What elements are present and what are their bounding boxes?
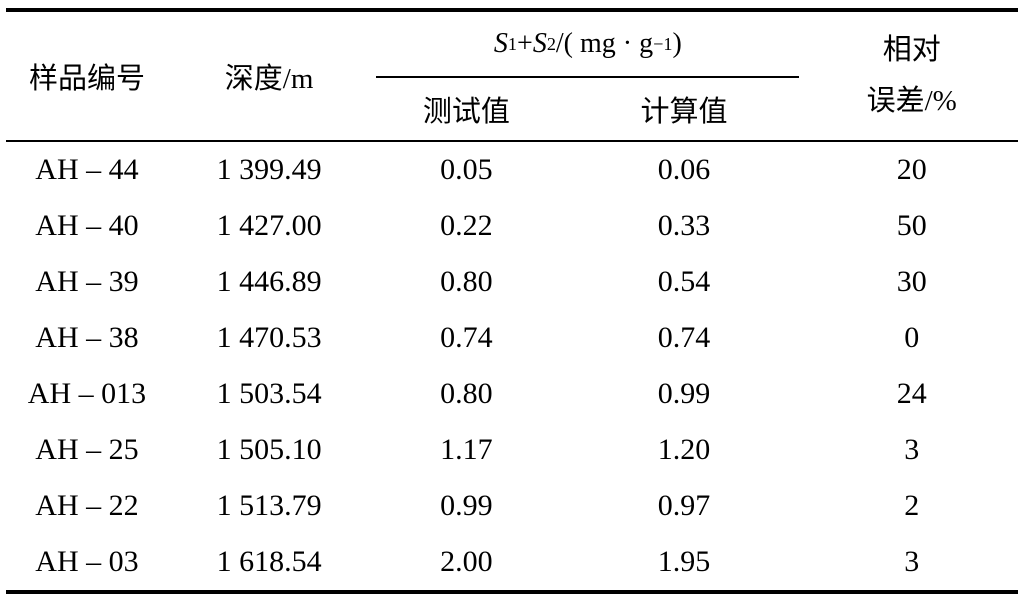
measured-cell: 0.80 — [440, 377, 493, 410]
calculated-cell: 1.95 — [657, 545, 711, 578]
header-depth: 深度/m — [224, 63, 314, 95]
calculated-cell: 0.74 — [657, 321, 711, 354]
table-row: AH – 22 1 513.79 0.99 0.97 2 — [6, 478, 1018, 534]
depth-cell: 1 399.49 — [216, 153, 322, 186]
error-cell: 2 — [904, 489, 920, 522]
measured-cell: 0.80 — [440, 265, 493, 298]
calculated-cell: 0.54 — [657, 265, 711, 298]
calculated-cell: 0.06 — [657, 153, 711, 186]
error-cell: 24 — [896, 377, 927, 410]
s2-symbol: S — [532, 28, 547, 59]
depth-cell: 1 618.54 — [216, 545, 322, 578]
depth-cell: 1 446.89 — [216, 265, 322, 298]
s1-subscript: 1 — [507, 33, 518, 54]
depth-cell: 1 427.00 — [216, 209, 322, 242]
table-row: AH – 013 1 503.54 0.80 0.99 24 — [6, 366, 1018, 422]
calculated-cell: 0.33 — [657, 209, 711, 242]
header-relative-error: 相对 误差/% — [805, 25, 1018, 127]
unit-exponent: −1 — [653, 33, 673, 54]
unit-close: ) — [672, 28, 682, 59]
table-row: AH – 40 1 427.00 0.22 0.33 50 — [6, 198, 1018, 254]
calculated-cell: 1.20 — [657, 433, 711, 466]
sample-cell: AH – 22 — [35, 489, 139, 522]
error-cell: 20 — [896, 153, 927, 186]
table-row: AH – 25 1 505.10 1.17 1.20 3 — [6, 422, 1018, 478]
depth-cell: 1 470.53 — [216, 321, 322, 354]
measured-cell: 0.05 — [440, 153, 493, 186]
table-row: AH – 39 1 446.89 0.80 0.54 30 — [6, 254, 1018, 310]
s1-symbol: S — [493, 28, 508, 59]
sample-cell: AH – 39 — [35, 265, 139, 298]
error-cell: 0 — [904, 321, 920, 354]
table-body: AH – 44 1 399.49 0.05 0.06 20 AH – 40 1 … — [6, 142, 1018, 590]
table-row: AH – 44 1 399.49 0.05 0.06 20 — [6, 142, 1018, 198]
measured-cell: 0.99 — [440, 489, 493, 522]
depth-cell: 1 513.79 — [216, 489, 322, 522]
error-cell: 50 — [896, 209, 927, 242]
measured-cell: 0.74 — [440, 321, 493, 354]
sample-cell: AH – 38 — [35, 321, 139, 354]
sample-cell: AH – 44 — [35, 153, 139, 186]
header-relative-error-line1: 相对 — [882, 34, 941, 67]
sample-cell: AH – 40 — [35, 209, 139, 242]
table-row: AH – 03 1 618.54 2.00 1.95 3 — [6, 534, 1018, 590]
error-cell: 3 — [904, 545, 920, 578]
depth-cell: 1 503.54 — [216, 377, 322, 410]
table-row: AH – 38 1 470.53 0.74 0.74 0 — [6, 310, 1018, 366]
header-measured-value: 测试值 — [422, 96, 510, 128]
error-cell: 3 — [904, 433, 920, 466]
s2-subscript: 2 — [546, 33, 556, 54]
plus-sign: + — [517, 28, 533, 59]
calculated-cell: 0.97 — [657, 489, 711, 522]
unit-text: /( mg · g — [555, 28, 654, 59]
measured-cell: 1.17 — [440, 433, 493, 466]
depth-cell: 1 505.10 — [216, 433, 322, 466]
header-relative-error-line2: 误差/% — [866, 85, 957, 117]
calculated-cell: 0.99 — [657, 377, 711, 410]
header-calculated-value: 计算值 — [640, 96, 728, 128]
error-cell: 30 — [896, 265, 927, 298]
measured-cell: 0.22 — [440, 209, 493, 242]
sample-cell: AH – 013 — [27, 377, 147, 410]
sample-cell: AH – 03 — [35, 545, 139, 578]
measured-cell: 2.00 — [440, 545, 493, 578]
header-sample-id: 样品编号 — [28, 63, 145, 95]
sample-cell: AH – 25 — [35, 433, 139, 466]
